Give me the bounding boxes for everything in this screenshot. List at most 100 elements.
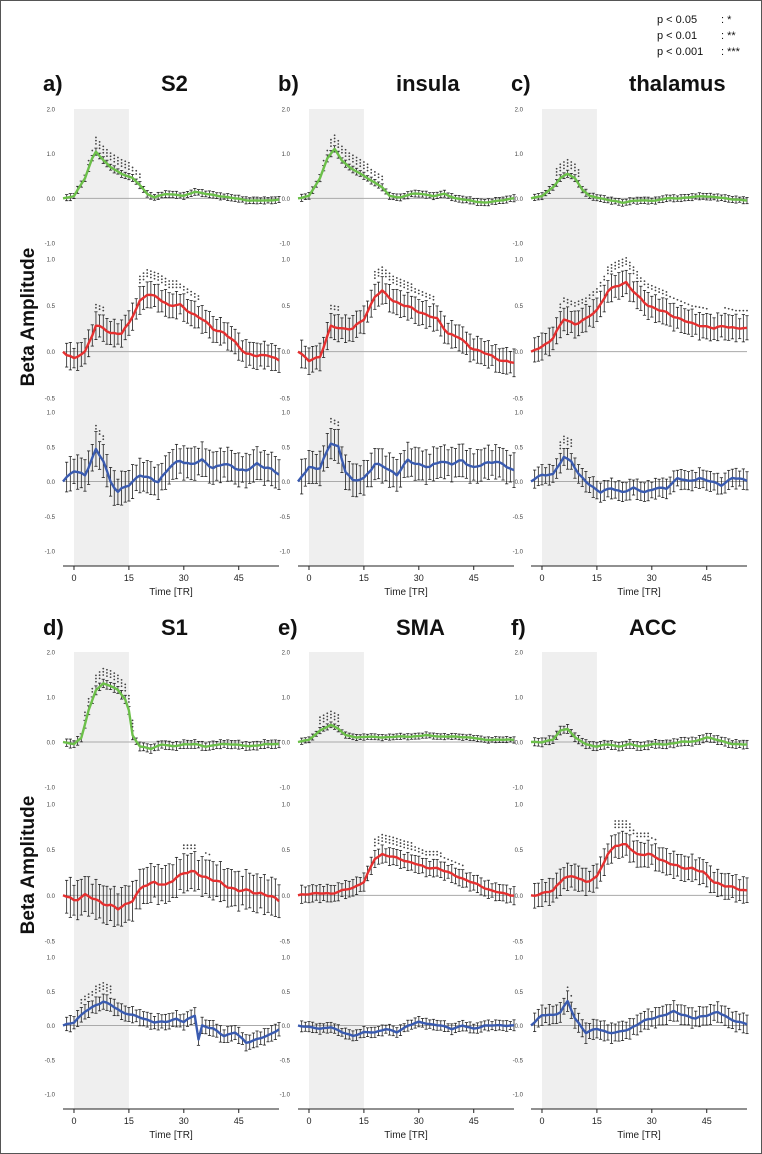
- y-tick-label: 1.0: [515, 411, 524, 417]
- significance-star: [109, 988, 112, 991]
- significance-star: [102, 438, 105, 441]
- y-tick-label: -1.0: [45, 550, 56, 556]
- significance-star: [632, 832, 635, 835]
- significance-star: [142, 272, 145, 275]
- significance-star: [588, 294, 591, 296]
- significance-star: [326, 712, 329, 715]
- significance-star: [326, 149, 329, 152]
- significance-star: [406, 284, 409, 287]
- significance-star: [109, 669, 112, 672]
- series-blue: -1.0 -0.5 0.0 0.5 1.0: [513, 411, 749, 556]
- significance-star: [461, 864, 464, 867]
- significance-star: [614, 820, 617, 822]
- significance-star: [106, 155, 108, 158]
- y-tick-label: 0.0: [282, 741, 291, 747]
- x-tick-label: 30: [179, 573, 189, 583]
- significance-star: [106, 672, 108, 674]
- significance-star: [333, 422, 336, 425]
- significance-star: [84, 714, 86, 717]
- y-tick-label: 1.0: [47, 696, 56, 702]
- y-tick-label: -0.5: [513, 397, 524, 403]
- significance-star: [333, 715, 336, 718]
- y-tick-label: -0.5: [45, 515, 56, 521]
- significance-star: [337, 146, 340, 149]
- y-tick-label: 0.5: [282, 445, 291, 451]
- y-tick-label: 1.0: [515, 152, 524, 158]
- significance-star: [421, 852, 424, 855]
- series-red: -0.5 0.0 0.5 1.0: [45, 258, 281, 403]
- panel-letter: b): [278, 71, 299, 96]
- significance-star: [153, 274, 156, 277]
- significance-star: [639, 832, 642, 835]
- significance-star: [95, 142, 97, 145]
- significance-star: [381, 266, 384, 269]
- y-tick-label: -1.0: [45, 786, 56, 792]
- significance-star: [381, 269, 384, 272]
- panel-letter: d): [43, 615, 64, 640]
- significance-star: [746, 309, 748, 312]
- panel: f) ACC 0 15 30 45 Time [TR] -1.0 0.0 1.0 2.0 -0.5 0.…: [511, 615, 749, 1141]
- significance-star: [330, 713, 332, 716]
- y-tick-label: 1.0: [47, 258, 56, 264]
- y-tick-label: 0.0: [282, 480, 291, 486]
- x-axis-title: Time [TR]: [149, 1130, 193, 1141]
- y-tick-label: 0.5: [282, 304, 291, 310]
- significance-star: [625, 263, 628, 266]
- significance-star: [377, 173, 380, 176]
- significance-star: [102, 667, 105, 670]
- significance-star: [574, 305, 576, 307]
- y-tick-label: 1.0: [282, 258, 291, 264]
- significance-star: [559, 303, 562, 306]
- y-tick-label: -0.5: [45, 940, 56, 946]
- significance-star: [362, 161, 365, 163]
- significance-star: [559, 306, 562, 309]
- significance-star: [610, 263, 613, 266]
- y-tick-label: 2.0: [47, 108, 56, 114]
- stimulus-window-shade: [541, 109, 597, 566]
- significance-star: [330, 421, 332, 423]
- significance-star: [138, 176, 141, 179]
- significance-star: [570, 167, 573, 170]
- significance-star: [120, 678, 123, 681]
- significance-star: [410, 845, 413, 848]
- significance-star: [373, 270, 376, 273]
- y-tick-label: 2.0: [282, 108, 291, 114]
- significance-star: [370, 171, 373, 174]
- significance-star: [636, 274, 639, 276]
- significance-star: [359, 158, 362, 161]
- significance-star: [403, 843, 406, 846]
- significance-star: [399, 284, 402, 287]
- significance-star: [392, 836, 395, 839]
- significance-star: [406, 844, 409, 847]
- significance-star: [381, 272, 384, 275]
- stimulus-window-shade: [73, 652, 129, 1109]
- significance-star: [117, 674, 119, 677]
- significance-star: [186, 291, 189, 294]
- significance-star: [153, 271, 156, 274]
- significance-star: [102, 985, 105, 988]
- significance-star: [414, 287, 417, 290]
- significance-star: [628, 264, 631, 267]
- y-tick-label: 0.5: [515, 304, 524, 310]
- y-tick-label: -0.5: [45, 397, 56, 403]
- significance-star: [395, 844, 398, 846]
- x-tick-label: 45: [469, 573, 479, 583]
- series-line: [530, 999, 748, 1035]
- series-line: [530, 455, 748, 494]
- series-line: [62, 869, 280, 911]
- significance-star: [179, 286, 182, 289]
- significance-star: [120, 158, 123, 161]
- significance-star: [326, 718, 329, 721]
- significance-star: [330, 141, 332, 144]
- significance-star: [91, 149, 94, 152]
- significance-star: [160, 278, 163, 281]
- significance-star: [120, 685, 123, 688]
- significance-star: [643, 832, 646, 835]
- significance-star: [566, 162, 569, 164]
- y-tick-label: 2.0: [515, 108, 524, 114]
- significance-star: [341, 148, 343, 151]
- significance-star: [337, 717, 340, 720]
- y-tick-label: -0.5: [45, 1058, 56, 1064]
- significance-star: [559, 163, 562, 166]
